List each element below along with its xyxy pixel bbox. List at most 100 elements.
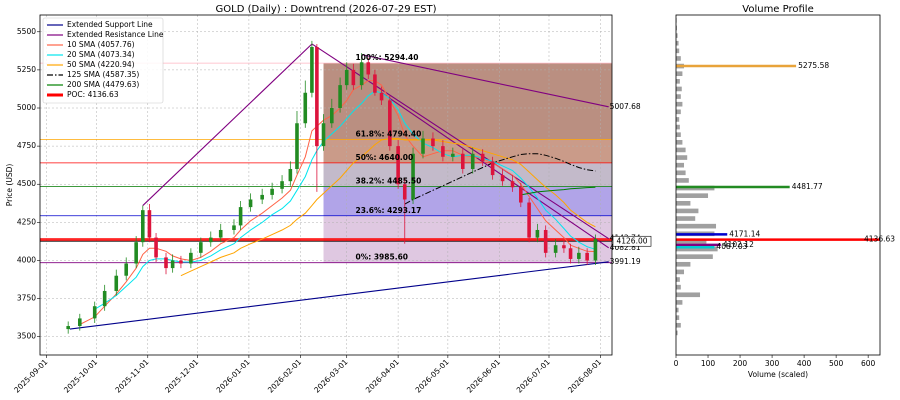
- candle-body: [411, 153, 415, 200]
- plot-frame: [39, 14, 613, 356]
- legend-label: 50 SMA (4220.94): [67, 60, 135, 69]
- sma-line: [180, 138, 596, 277]
- legend-label: 125 SMA (4587.35): [67, 70, 139, 79]
- fib-label: 38.2%: 4485.50: [356, 176, 422, 185]
- candle-body: [553, 245, 558, 253]
- volume-bar: [676, 124, 680, 130]
- legend-label: Extended Resistance Line: [67, 30, 164, 39]
- fib-label: 100%: 5294.40: [356, 53, 419, 62]
- volume-bar: [676, 132, 681, 137]
- volume-bar: [676, 261, 691, 267]
- candle-body: [199, 242, 203, 253]
- x-axis-label: Volume (scaled): [748, 370, 808, 379]
- candle-body: [519, 187, 523, 203]
- volume-bar: [676, 216, 696, 221]
- fib-zone: [323, 186, 612, 216]
- volume-bar: [676, 40, 679, 46]
- volume-bar: [676, 79, 680, 84]
- level-label: 4171.14: [729, 229, 760, 238]
- legend-label: 10 SMA (4057.76): [67, 40, 135, 49]
- x-tick-label: 600: [861, 359, 876, 368]
- x-tick-label: 400: [797, 359, 812, 368]
- candle-body: [359, 62, 364, 86]
- x-tick-label: 500: [829, 359, 844, 368]
- candle-body: [208, 237, 213, 243]
- candle-body: [441, 146, 445, 157]
- volume-bar: [676, 284, 681, 290]
- candle-body: [527, 202, 531, 238]
- y-tick-label: 4000: [17, 255, 36, 264]
- y-tick-label: 3750: [17, 294, 36, 303]
- legend-label: POC: 4136.63: [67, 90, 119, 99]
- last-price-label: 4126.00: [616, 236, 647, 245]
- legend-box: [42, 17, 164, 104]
- trend-label: 4082.81: [610, 243, 641, 252]
- x-tick-label: 200: [733, 359, 748, 368]
- chart-title: Volume Profile: [742, 4, 813, 15]
- volume-bar: [676, 139, 683, 145]
- volume-bar: [676, 48, 680, 54]
- volume-bar: [676, 254, 713, 259]
- fib-label: 0%: 3985.60: [356, 253, 409, 262]
- candle-body: [288, 168, 293, 182]
- volume-bar: [676, 94, 681, 99]
- candle-body: [338, 85, 342, 109]
- volume-bar: [676, 71, 683, 77]
- candle-body: [189, 252, 193, 264]
- level-label: 4087.03: [716, 242, 747, 251]
- volume-bar: [676, 147, 686, 153]
- trend-line: [361, 54, 609, 108]
- volume-bar: [676, 170, 686, 176]
- y-tick-label: 5000: [17, 103, 36, 112]
- x-tick-label: 0: [674, 359, 679, 368]
- volume-bar: [676, 117, 680, 122]
- candle-body: [140, 210, 145, 243]
- candle-body: [295, 123, 299, 169]
- volume-bar: [676, 162, 685, 168]
- candle-body: [351, 69, 356, 86]
- candle-body: [232, 225, 236, 230]
- legend-label: 200 SMA (4479.63): [67, 80, 139, 89]
- candle-body: [154, 237, 158, 258]
- fib-label: 50%: 4640.00: [356, 153, 414, 162]
- level-label: 4481.77: [792, 182, 823, 191]
- candle-body: [248, 199, 253, 208]
- fib-label: 61.8%: 4794.40: [356, 129, 422, 138]
- candle-body: [315, 47, 319, 147]
- candle-body: [303, 92, 308, 124]
- volume-bar: [676, 292, 701, 298]
- candle-body: [460, 153, 465, 169]
- candle-body: [238, 207, 243, 226]
- y-tick-label: 3500: [17, 332, 36, 341]
- x-tick-label: 100: [701, 359, 716, 368]
- candle-body: [164, 257, 168, 269]
- volume-bar: [676, 307, 679, 313]
- candle-body: [344, 69, 349, 86]
- candle-body: [510, 181, 515, 188]
- candle-body: [421, 138, 425, 154]
- y-tick-label: 4750: [17, 141, 36, 150]
- fib-zone: [323, 63, 612, 140]
- candle-body: [270, 188, 274, 195]
- volume-bar: [676, 269, 685, 275]
- volume-bar: [676, 239, 707, 244]
- volume-bar: [676, 178, 689, 183]
- candle-body: [114, 275, 119, 291]
- volume-bar: [676, 277, 680, 282]
- candle-body: [124, 263, 129, 276]
- x-tick-label: 300: [765, 359, 780, 368]
- volume-bar: [676, 330, 678, 336]
- candle-body: [585, 252, 589, 261]
- candle-body: [379, 92, 384, 101]
- candle-body: [593, 239, 598, 261]
- volume-bar: [676, 246, 718, 252]
- candle-body: [388, 100, 392, 147]
- volume-bar: [676, 300, 683, 305]
- candle-body: [102, 290, 107, 307]
- legend-label: Extended Support Line: [67, 20, 153, 29]
- sma-line: [404, 153, 596, 205]
- volume-bar: [676, 315, 680, 320]
- volume-bar: [676, 322, 681, 328]
- candle-body: [490, 161, 495, 176]
